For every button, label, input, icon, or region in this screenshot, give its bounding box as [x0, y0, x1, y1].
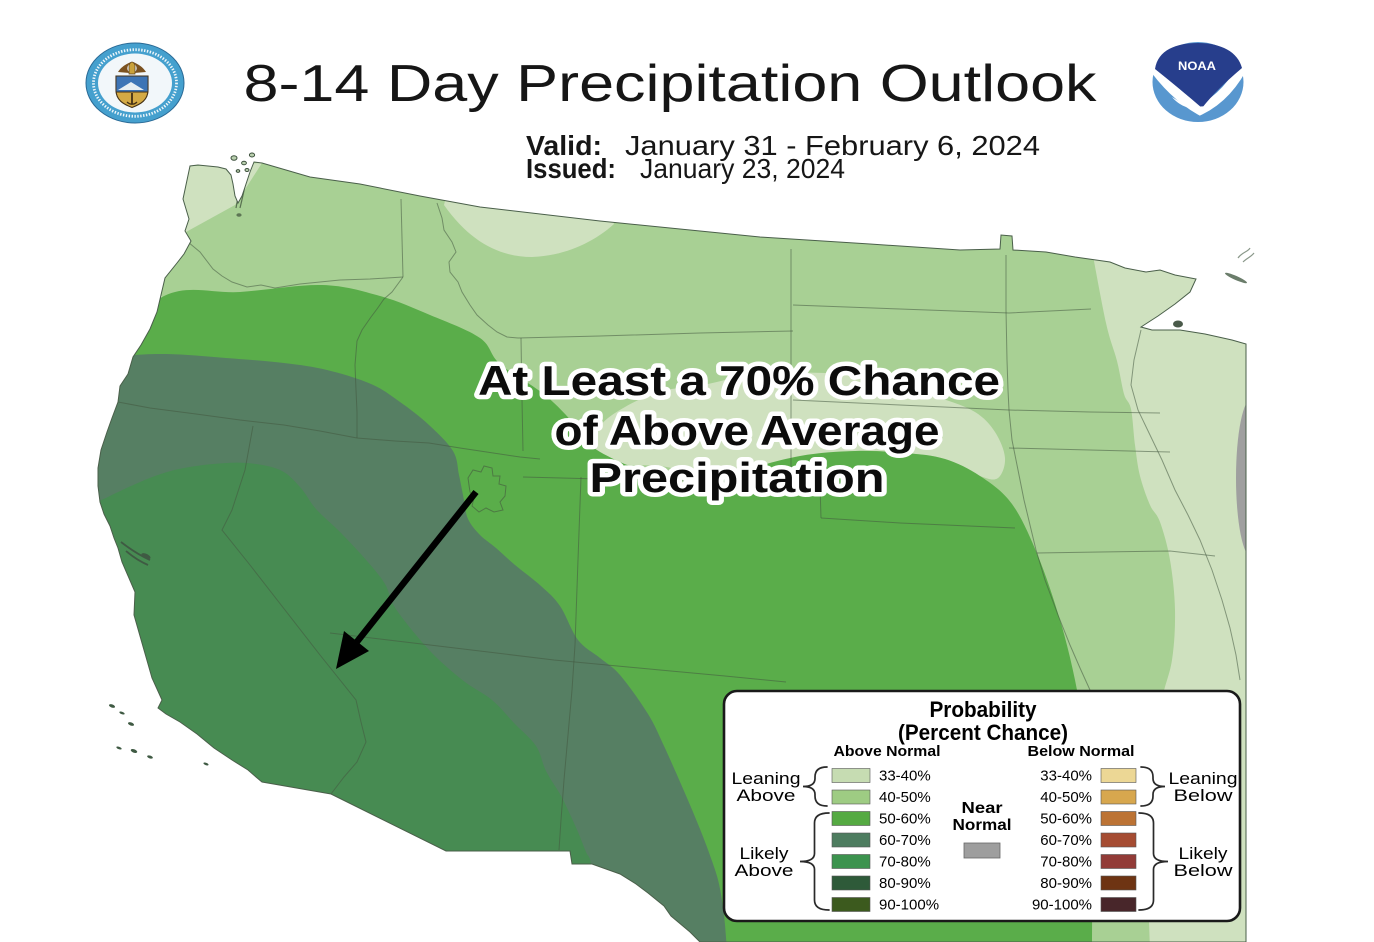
svg-text:Precipitation: Precipitation [590, 454, 885, 501]
svg-text:60-70%: 60-70% [1040, 832, 1092, 849]
svg-text:8-14 Day Precipitation Outlook: 8-14 Day Precipitation Outlook [244, 55, 1098, 113]
svg-text:NOAA: NOAA [1178, 59, 1216, 73]
svg-text:At Least a 70% Chance: At Least a 70% Chance [478, 357, 1000, 404]
svg-text:Below: Below [1174, 861, 1234, 880]
svg-text:Probability: Probability [930, 697, 1038, 722]
svg-text:50-60%: 50-60% [1040, 811, 1092, 828]
svg-text:Valid:: Valid: [526, 130, 602, 161]
svg-text:Leaning: Leaning [732, 769, 801, 788]
svg-text:80-90%: 80-90% [1040, 875, 1092, 892]
svg-text:Leaning: Leaning [1169, 769, 1238, 788]
svg-text:Issued:: Issued: [526, 153, 616, 184]
svg-text:33-40%: 33-40% [1040, 768, 1092, 785]
svg-text:Likely: Likely [1179, 844, 1229, 863]
svg-text:90-100%: 90-100% [1032, 897, 1092, 914]
svg-text:Above: Above [735, 861, 794, 880]
svg-text:Above Normal: Above Normal [834, 743, 941, 760]
svg-text:January 23, 2024: January 23, 2024 [640, 153, 845, 184]
svg-text:60-70%: 60-70% [879, 832, 931, 849]
svg-text:Likely: Likely [740, 844, 790, 863]
svg-text:Above: Above [737, 786, 796, 805]
svg-text:Normal: Normal [953, 817, 1012, 834]
svg-text:90-100%: 90-100% [879, 897, 939, 914]
svg-text:33-40%: 33-40% [879, 768, 931, 785]
svg-text:Below: Below [1174, 786, 1234, 805]
svg-text:40-50%: 40-50% [1040, 789, 1092, 806]
svg-text:Below Normal: Below Normal [1028, 743, 1135, 760]
svg-text:80-90%: 80-90% [879, 875, 931, 892]
svg-text:40-50%: 40-50% [879, 789, 931, 806]
svg-text:Near: Near [962, 800, 1003, 817]
svg-text:70-80%: 70-80% [879, 854, 931, 871]
svg-text:January 31 - February 6, 2024: January 31 - February 6, 2024 [625, 130, 1040, 161]
svg-text:70-80%: 70-80% [1040, 854, 1092, 871]
svg-text:(Percent Chance): (Percent Chance) [898, 720, 1068, 745]
svg-text:of Above Average: of Above Average [555, 407, 940, 454]
svg-text:50-60%: 50-60% [879, 811, 931, 828]
